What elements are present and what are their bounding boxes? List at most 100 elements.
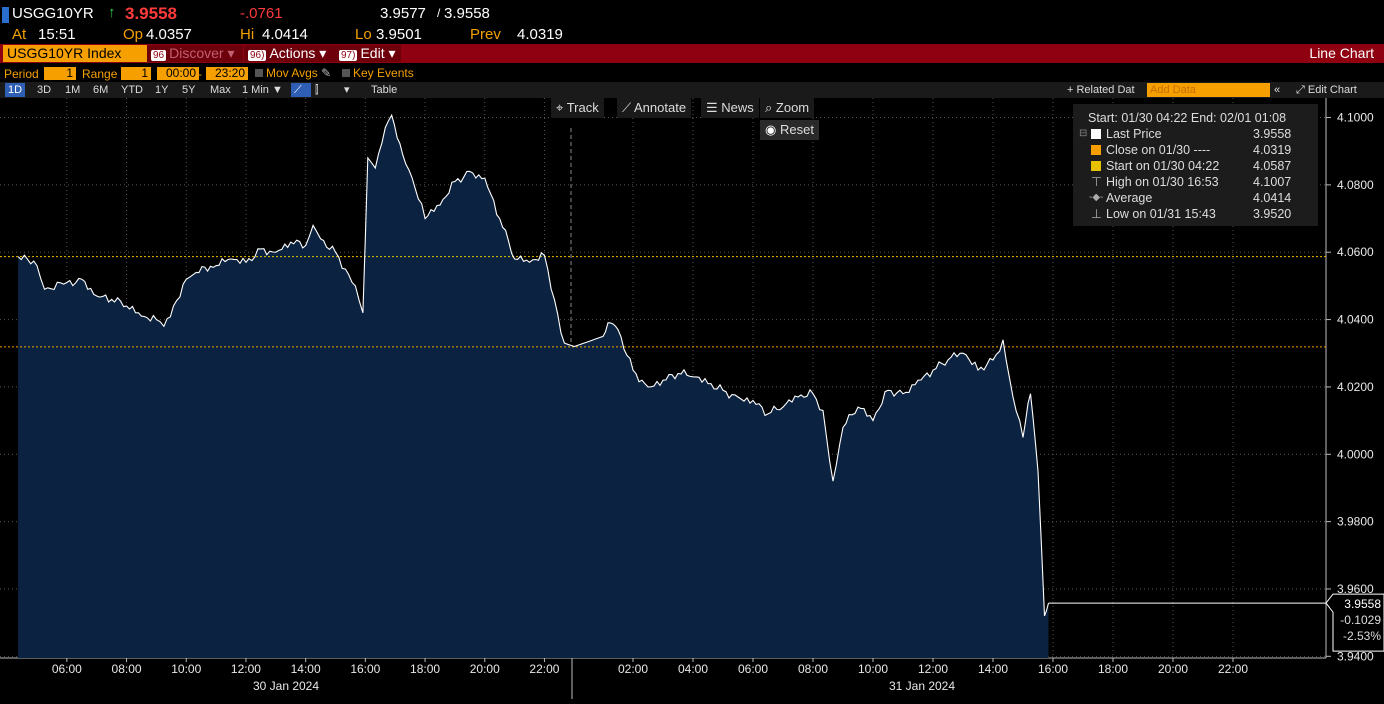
- annotate-icon: ⟋: [622, 100, 632, 115]
- add-data-input[interactable]: Add Data: [1147, 83, 1270, 97]
- annotate-button[interactable]: ⟋ Annotate: [617, 98, 692, 118]
- x-tick-label: 22:00: [1218, 662, 1248, 676]
- range-1y[interactable]: 1Y: [155, 84, 169, 96]
- discover-menu[interactable]: 96 Discover ▾: [147, 45, 243, 62]
- legend-row-close[interactable]: Close on 01/30 ---- 4.0319: [1073, 142, 1318, 158]
- x-tick-label: 12:00: [231, 662, 261, 676]
- chart-settings: Period 1 Range 1 00:00 - 23:20 Mov Avgs …: [0, 66, 1384, 82]
- chart-type-dropdown-icon[interactable]: ▾: [344, 84, 350, 96]
- range-5y[interactable]: 5Y: [182, 84, 196, 96]
- edit-label: Edit: [360, 45, 385, 61]
- x-tick-label: 18:00: [410, 662, 440, 676]
- x-tick-label: 14:00: [978, 662, 1008, 676]
- discover-num: 96: [151, 50, 167, 61]
- mov-avgs-label: Mov Avgs: [266, 66, 318, 80]
- legend-row-low[interactable]: ⊥ Low on 01/31 15:43 3.9520: [1073, 206, 1318, 222]
- x-tick-label: 22:00: [529, 662, 559, 676]
- last-tag-pct: -2.53%: [1343, 629, 1381, 643]
- legend-label: Last Price: [1106, 127, 1162, 141]
- up-arrow-icon: ↑: [108, 4, 116, 21]
- net-change: -.0761: [240, 5, 283, 22]
- last-price-tag: 3.9558 -0.1029 -2.53%: [1325, 593, 1384, 652]
- zoom-button[interactable]: ⌕ Zoom: [760, 98, 815, 118]
- actions-menu[interactable]: 96) Actions ▾: [244, 45, 337, 62]
- quote-header: USGG10YR ↑ 3.9558 -.0761 3.9577 / 3.9558: [0, 2, 1384, 24]
- high-marker-icon: ⊤: [1091, 175, 1102, 189]
- range-3d[interactable]: 3D: [37, 84, 52, 96]
- crosshair-icon: ⌖: [556, 100, 564, 115]
- edit-chart-icon: ⤢: [1296, 84, 1305, 96]
- legend-value: 4.0587: [1253, 159, 1292, 173]
- at-time: 15:51: [38, 26, 76, 43]
- line-chart-icon[interactable]: ⟋: [291, 83, 311, 97]
- x-tick-label: 10:00: [858, 662, 888, 676]
- collapse-box-icon[interactable]: ⊟: [1079, 128, 1088, 139]
- reset-label: Reset: [779, 122, 814, 137]
- table-button[interactable]: Table: [371, 84, 398, 96]
- time-from-input[interactable]: 00:00: [157, 67, 199, 80]
- range-label: Range: [82, 67, 118, 81]
- y-tick-label: 4.0600: [1337, 245, 1374, 259]
- open-label: Op: [123, 26, 144, 43]
- edit-menu[interactable]: 97) Edit ▾: [335, 45, 401, 62]
- legend-value: 3.9520: [1253, 207, 1292, 221]
- edit-chart-button[interactable]: ⤢ Edit Chart: [1293, 83, 1360, 97]
- security-field[interactable]: USGG10YR Index: [3, 45, 149, 62]
- candle-chart-icon[interactable]: ⫿: [315, 84, 319, 96]
- zoom-label: Zoom: [775, 100, 810, 115]
- low-marker-icon: ⊥: [1091, 207, 1102, 221]
- last-tag-price: 3.9558: [1344, 597, 1381, 611]
- legend-row-start[interactable]: Start on 01/30 04:22 4.0587: [1073, 158, 1318, 174]
- time-to-input[interactable]: 23:20: [206, 67, 248, 80]
- x-tick-label: 04:00: [678, 662, 708, 676]
- period-input[interactable]: 1: [44, 67, 76, 80]
- key-events-toggle[interactable]: Key Events: [336, 66, 414, 80]
- track-button[interactable]: ⌖ Track: [551, 98, 604, 118]
- range-1m[interactable]: 1M: [65, 84, 81, 96]
- x-tick-label: 20:00: [1158, 662, 1188, 676]
- legend-row-last[interactable]: ⊟ Last Price 3.9558: [1073, 126, 1318, 142]
- last-price-tag-box: [1325, 593, 1384, 652]
- actions-num: 96): [248, 50, 267, 61]
- track-label: Track: [566, 100, 599, 115]
- view-title: Line Chart: [1309, 45, 1374, 61]
- legend-row-high[interactable]: ⊤ High on 01/30 16:53 4.1007: [1073, 174, 1318, 190]
- period-label: Period: [4, 67, 39, 81]
- at-label: At: [12, 26, 27, 43]
- range-input[interactable]: 1: [121, 67, 151, 80]
- related-data-button[interactable]: + Related Dat: [1067, 84, 1135, 96]
- pencil-icon: ✎: [321, 66, 332, 80]
- collapse-icon[interactable]: «: [1274, 84, 1281, 96]
- legend-row-average[interactable]: -◆- Average 4.0414: [1073, 190, 1318, 206]
- range-ytd[interactable]: YTD: [121, 84, 143, 96]
- y-tick-label: 3.9600: [1337, 582, 1374, 596]
- mov-avgs-toggle[interactable]: Mov Avgs ✎: [249, 66, 331, 80]
- legend-value: 4.0319: [1253, 143, 1292, 157]
- x-tick-label: 16:00: [350, 662, 380, 676]
- legend-label: High on 01/30 16:53: [1106, 175, 1219, 189]
- bid-ask-sep: /: [437, 6, 441, 20]
- date-label: 30 Jan 2024: [253, 679, 319, 693]
- y-tick-label: 4.0800: [1337, 178, 1374, 192]
- edit-chart-label: Edit Chart: [1307, 84, 1357, 96]
- y-tick-label: 4.0400: [1337, 313, 1374, 327]
- news-icon: ☰: [706, 100, 718, 115]
- reset-button[interactable]: ◉ Reset: [760, 120, 819, 140]
- x-tick-label: 10:00: [171, 662, 201, 676]
- function-menubar: USGG10YR Index 96 Discover ▾ 96) Actions ▾…: [0, 44, 1384, 63]
- interval-select[interactable]: 1 Min ▼: [242, 84, 283, 96]
- y-tick-label: 4.0200: [1337, 380, 1374, 394]
- range-max[interactable]: Max: [210, 84, 231, 96]
- range-6m[interactable]: 6M: [93, 84, 109, 96]
- quote-stats: At 15:51 Op 4.0357 Hi 4.0414 Lo 3.9501 P…: [0, 24, 1384, 44]
- legend-swatch-close: [1091, 145, 1101, 155]
- range-1d[interactable]: 1D: [5, 83, 26, 97]
- x-tick-label: 12:00: [918, 662, 948, 676]
- open-value: 4.0357: [146, 26, 192, 43]
- ticker[interactable]: USGG10YR: [12, 5, 94, 22]
- actions-label: Actions: [269, 45, 316, 61]
- y-tick-label: 4.0000: [1337, 447, 1374, 461]
- legend-label: Low on 01/31 15:43: [1106, 207, 1216, 221]
- discover-label: Discover: [169, 45, 224, 61]
- news-button[interactable]: ☰ News: [701, 98, 759, 118]
